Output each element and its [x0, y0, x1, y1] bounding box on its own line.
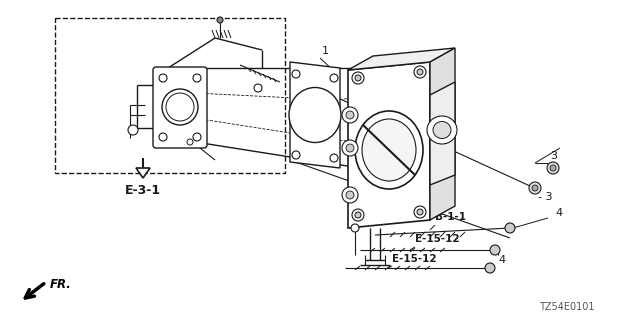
Circle shape — [128, 125, 138, 135]
Ellipse shape — [433, 122, 451, 139]
Circle shape — [159, 74, 167, 82]
Circle shape — [346, 191, 354, 199]
Circle shape — [547, 162, 559, 174]
Polygon shape — [136, 168, 150, 178]
Ellipse shape — [355, 111, 423, 189]
Circle shape — [193, 74, 201, 82]
Circle shape — [529, 182, 541, 194]
Circle shape — [352, 209, 364, 221]
Circle shape — [346, 111, 354, 119]
Polygon shape — [348, 48, 455, 70]
Circle shape — [550, 165, 556, 171]
Text: E-15-12: E-15-12 — [392, 254, 436, 264]
Circle shape — [292, 151, 300, 159]
Circle shape — [505, 223, 515, 233]
Circle shape — [217, 17, 223, 23]
Text: B-1-1: B-1-1 — [435, 212, 466, 222]
Circle shape — [342, 107, 358, 123]
Circle shape — [355, 75, 361, 81]
Polygon shape — [430, 48, 455, 220]
Ellipse shape — [362, 119, 416, 181]
Text: - 3: - 3 — [538, 192, 552, 202]
Circle shape — [187, 139, 193, 145]
Circle shape — [292, 70, 300, 78]
Polygon shape — [348, 62, 430, 228]
Circle shape — [352, 72, 364, 84]
Text: FR.: FR. — [50, 278, 72, 291]
Polygon shape — [430, 82, 455, 185]
Circle shape — [342, 140, 358, 156]
Ellipse shape — [427, 116, 457, 144]
Text: 1: 1 — [322, 46, 329, 56]
Circle shape — [346, 144, 354, 152]
Text: 3: 3 — [550, 151, 557, 161]
Circle shape — [330, 154, 338, 162]
Circle shape — [417, 69, 423, 75]
Circle shape — [490, 245, 500, 255]
Circle shape — [532, 185, 538, 191]
Circle shape — [485, 263, 495, 273]
FancyBboxPatch shape — [153, 67, 207, 148]
Circle shape — [342, 187, 358, 203]
Circle shape — [355, 212, 361, 218]
Circle shape — [414, 66, 426, 78]
Ellipse shape — [162, 89, 198, 125]
Circle shape — [351, 224, 359, 232]
Text: 4: 4 — [555, 208, 562, 218]
Text: TZ54E0101: TZ54E0101 — [540, 302, 595, 312]
Circle shape — [159, 133, 167, 141]
Text: 2: 2 — [397, 97, 404, 107]
Circle shape — [330, 74, 338, 82]
Text: E-3-1: E-3-1 — [125, 184, 161, 197]
Circle shape — [414, 206, 426, 218]
Polygon shape — [290, 62, 340, 168]
Circle shape — [254, 84, 262, 92]
Ellipse shape — [289, 87, 341, 142]
Text: 4: 4 — [498, 255, 505, 265]
Circle shape — [193, 133, 201, 141]
Bar — [55, 18, 285, 173]
Circle shape — [417, 209, 423, 215]
Ellipse shape — [166, 93, 194, 121]
Text: E-15-12: E-15-12 — [415, 234, 460, 244]
